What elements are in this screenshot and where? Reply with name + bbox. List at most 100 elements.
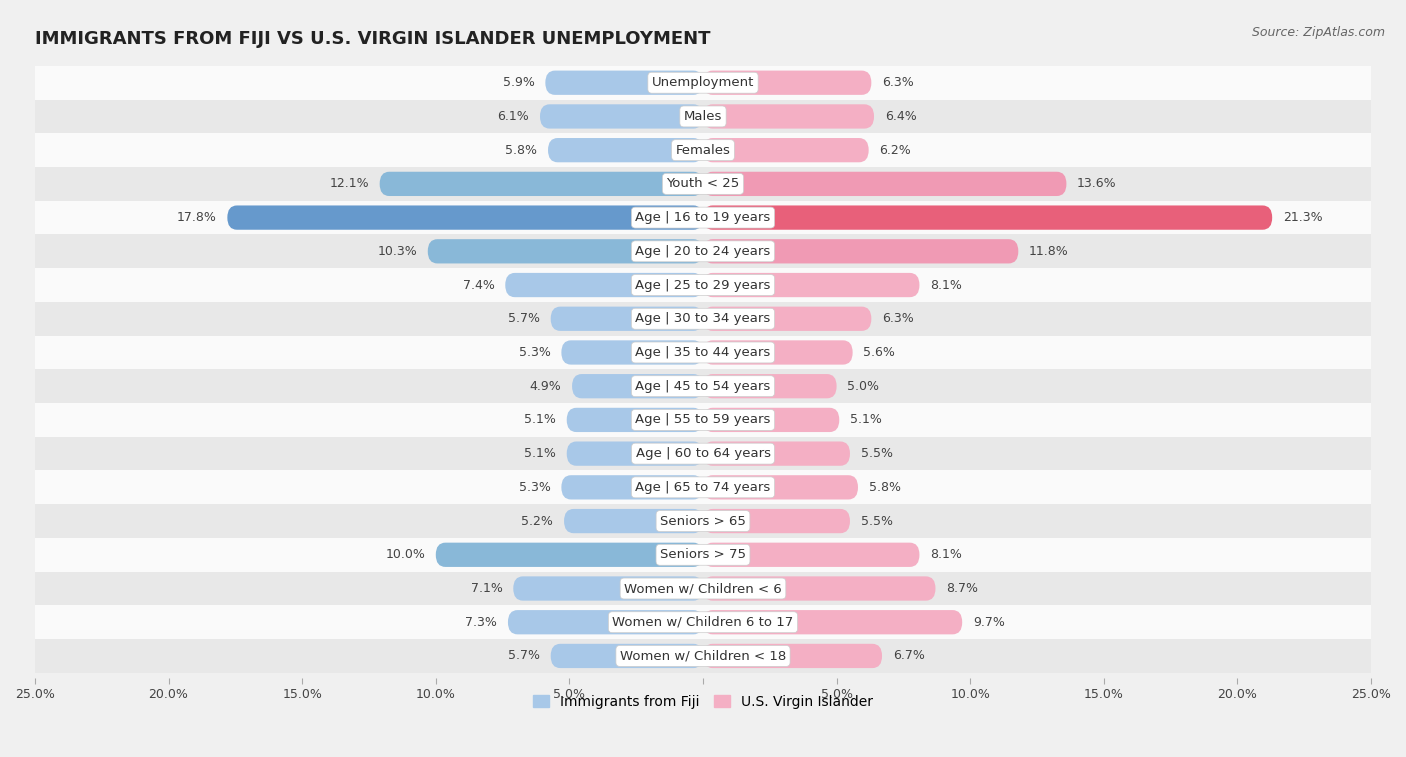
Text: Women w/ Children < 18: Women w/ Children < 18 (620, 650, 786, 662)
Text: Age | 65 to 74 years: Age | 65 to 74 years (636, 481, 770, 494)
Text: 5.1%: 5.1% (524, 447, 555, 460)
Text: 5.9%: 5.9% (503, 76, 534, 89)
FancyBboxPatch shape (572, 374, 703, 398)
Text: 13.6%: 13.6% (1077, 177, 1116, 190)
FancyBboxPatch shape (513, 576, 703, 600)
Text: Source: ZipAtlas.com: Source: ZipAtlas.com (1251, 26, 1385, 39)
Text: 5.5%: 5.5% (860, 447, 893, 460)
FancyBboxPatch shape (703, 307, 872, 331)
FancyBboxPatch shape (564, 509, 703, 533)
Bar (35, 66, 1371, 100)
Legend: Immigrants from Fiji, U.S. Virgin Islander: Immigrants from Fiji, U.S. Virgin Island… (527, 689, 879, 714)
FancyBboxPatch shape (540, 104, 703, 129)
Text: 10.3%: 10.3% (377, 245, 418, 258)
Bar (35, 100, 1371, 133)
Text: Age | 60 to 64 years: Age | 60 to 64 years (636, 447, 770, 460)
FancyBboxPatch shape (567, 441, 703, 466)
FancyBboxPatch shape (548, 138, 703, 162)
Bar (35, 201, 1371, 235)
FancyBboxPatch shape (703, 408, 839, 432)
Text: 6.1%: 6.1% (498, 110, 529, 123)
Text: 5.1%: 5.1% (524, 413, 555, 426)
Text: 5.8%: 5.8% (505, 144, 537, 157)
Bar (35, 538, 1371, 572)
Text: Males: Males (683, 110, 723, 123)
Text: 5.1%: 5.1% (851, 413, 882, 426)
Text: 6.2%: 6.2% (879, 144, 911, 157)
Text: 5.6%: 5.6% (863, 346, 896, 359)
Text: Age | 20 to 24 years: Age | 20 to 24 years (636, 245, 770, 258)
Bar (35, 471, 1371, 504)
Text: 11.8%: 11.8% (1029, 245, 1069, 258)
Text: Females: Females (675, 144, 731, 157)
FancyBboxPatch shape (703, 341, 852, 365)
Text: Seniors > 75: Seniors > 75 (659, 548, 747, 561)
Text: 6.3%: 6.3% (882, 312, 914, 326)
FancyBboxPatch shape (703, 138, 869, 162)
Text: 5.3%: 5.3% (519, 481, 551, 494)
Text: Age | 25 to 29 years: Age | 25 to 29 years (636, 279, 770, 291)
Bar (35, 302, 1371, 335)
FancyBboxPatch shape (703, 374, 837, 398)
FancyBboxPatch shape (703, 104, 875, 129)
Text: 8.1%: 8.1% (931, 548, 962, 561)
Text: 17.8%: 17.8% (177, 211, 217, 224)
FancyBboxPatch shape (436, 543, 703, 567)
Text: 5.5%: 5.5% (860, 515, 893, 528)
Text: 4.9%: 4.9% (530, 380, 561, 393)
Text: 5.2%: 5.2% (522, 515, 554, 528)
FancyBboxPatch shape (703, 239, 1018, 263)
Text: 6.7%: 6.7% (893, 650, 925, 662)
Bar (35, 369, 1371, 403)
FancyBboxPatch shape (546, 70, 703, 95)
Text: 8.7%: 8.7% (946, 582, 979, 595)
Text: 5.7%: 5.7% (508, 312, 540, 326)
Bar (35, 572, 1371, 606)
Text: 12.1%: 12.1% (329, 177, 368, 190)
Text: IMMIGRANTS FROM FIJI VS U.S. VIRGIN ISLANDER UNEMPLOYMENT: IMMIGRANTS FROM FIJI VS U.S. VIRGIN ISLA… (35, 30, 710, 48)
Text: 21.3%: 21.3% (1282, 211, 1323, 224)
Text: 6.3%: 6.3% (882, 76, 914, 89)
Text: 5.7%: 5.7% (508, 650, 540, 662)
Text: 5.0%: 5.0% (848, 380, 879, 393)
FancyBboxPatch shape (427, 239, 703, 263)
FancyBboxPatch shape (703, 475, 858, 500)
Text: Age | 30 to 34 years: Age | 30 to 34 years (636, 312, 770, 326)
Text: Women w/ Children 6 to 17: Women w/ Children 6 to 17 (613, 615, 793, 629)
Text: 9.7%: 9.7% (973, 615, 1005, 629)
Bar (35, 606, 1371, 639)
Bar (35, 639, 1371, 673)
FancyBboxPatch shape (567, 408, 703, 432)
Text: Age | 55 to 59 years: Age | 55 to 59 years (636, 413, 770, 426)
FancyBboxPatch shape (703, 576, 935, 600)
Text: Youth < 25: Youth < 25 (666, 177, 740, 190)
Text: 5.3%: 5.3% (519, 346, 551, 359)
Text: 7.4%: 7.4% (463, 279, 495, 291)
FancyBboxPatch shape (551, 307, 703, 331)
FancyBboxPatch shape (703, 543, 920, 567)
FancyBboxPatch shape (703, 70, 872, 95)
FancyBboxPatch shape (703, 205, 1272, 229)
Bar (35, 268, 1371, 302)
Text: 8.1%: 8.1% (931, 279, 962, 291)
Bar (35, 504, 1371, 538)
Text: 5.8%: 5.8% (869, 481, 901, 494)
Bar (35, 133, 1371, 167)
Text: Women w/ Children < 6: Women w/ Children < 6 (624, 582, 782, 595)
FancyBboxPatch shape (703, 610, 962, 634)
Text: Age | 35 to 44 years: Age | 35 to 44 years (636, 346, 770, 359)
Bar (35, 167, 1371, 201)
Text: 10.0%: 10.0% (385, 548, 425, 561)
Text: Seniors > 65: Seniors > 65 (659, 515, 747, 528)
Bar (35, 335, 1371, 369)
FancyBboxPatch shape (703, 172, 1066, 196)
FancyBboxPatch shape (703, 643, 882, 668)
FancyBboxPatch shape (505, 273, 703, 298)
Text: Unemployment: Unemployment (652, 76, 754, 89)
FancyBboxPatch shape (703, 441, 851, 466)
Bar (35, 437, 1371, 471)
Bar (35, 235, 1371, 268)
Text: Age | 16 to 19 years: Age | 16 to 19 years (636, 211, 770, 224)
Text: 7.3%: 7.3% (465, 615, 498, 629)
FancyBboxPatch shape (551, 643, 703, 668)
